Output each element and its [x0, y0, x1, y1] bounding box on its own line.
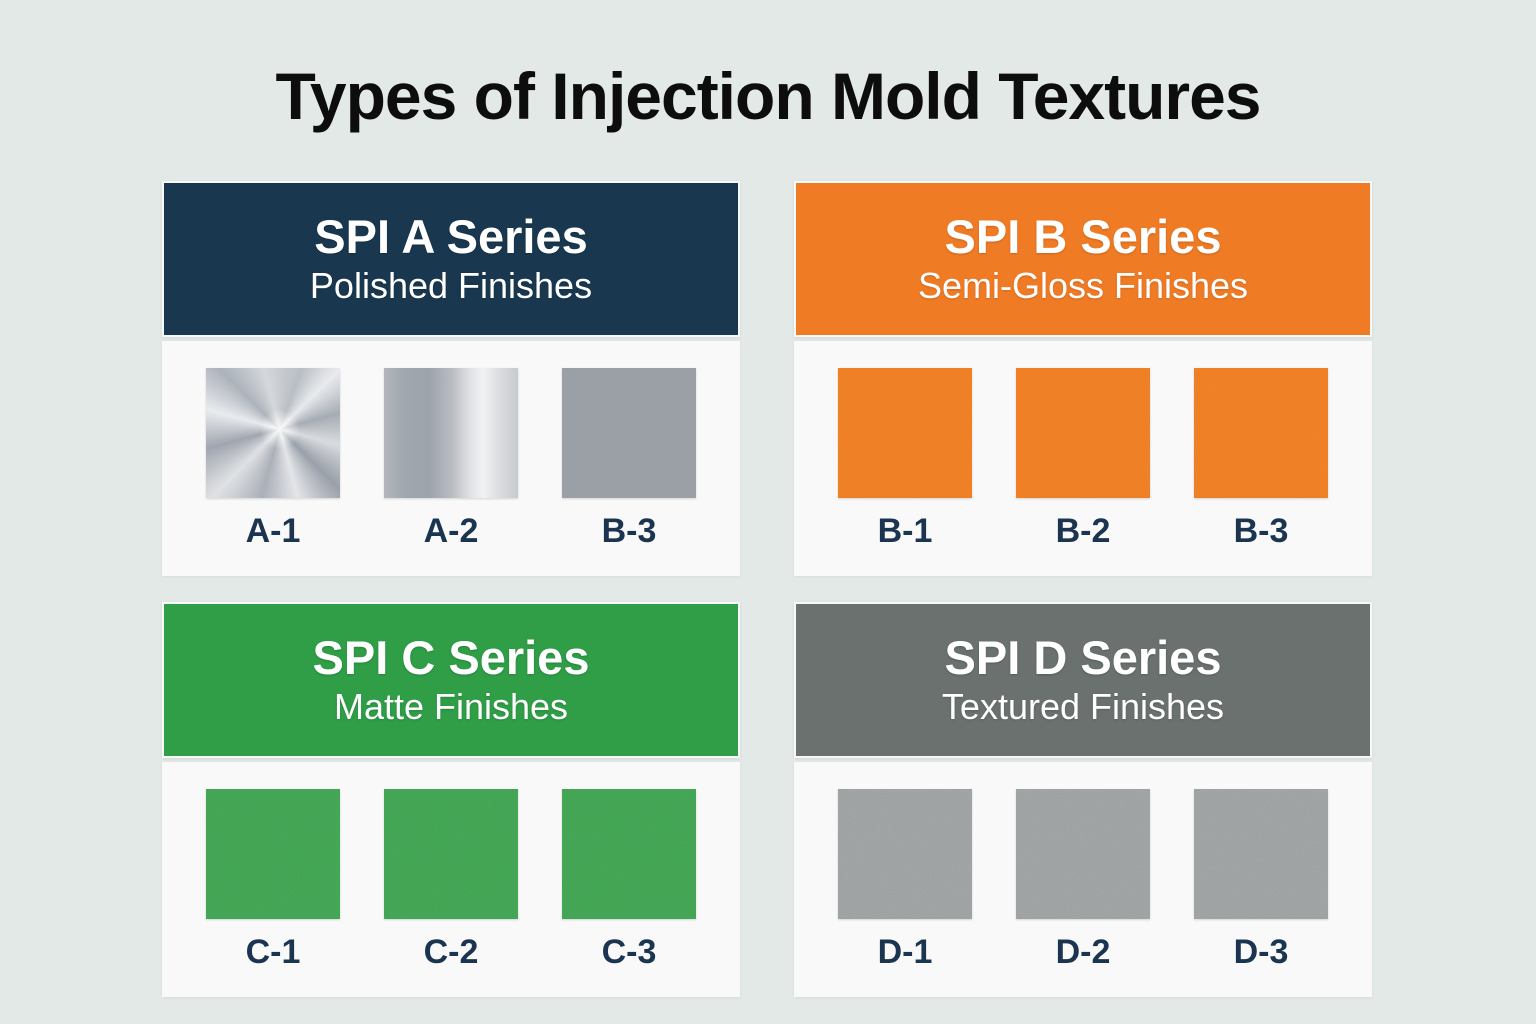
swatch-cell: C-2 [384, 789, 518, 997]
panel-grid: SPI A Series Polished Finishes A-1 A-2 B… [162, 181, 1372, 997]
panel-spi-d-series: SPI D Series Textured Finishes D-1 D-2 [794, 602, 1372, 997]
grain-texture-overlay [1194, 368, 1328, 498]
grain-texture-overlay [562, 789, 696, 919]
swatch-label: B-3 [1233, 512, 1289, 550]
texture-swatch-b2 [1016, 368, 1150, 498]
swatch-label: A-2 [423, 512, 479, 550]
texture-swatch-b1 [838, 368, 972, 498]
panel-title: SPI C Series [312, 631, 590, 685]
panel-body: C-1 C-2 C-3 [162, 762, 740, 997]
swatch-cell: B-3 [562, 368, 696, 576]
panel-spi-c-series: SPI C Series Matte Finishes C-1 C-2 [162, 602, 740, 997]
texture-swatch-d3 [1194, 789, 1328, 919]
panel-title: SPI A Series [314, 210, 588, 264]
panel-subtitle: Semi-Gloss Finishes [917, 265, 1249, 307]
page-title: Types of Injection Mold Textures [275, 59, 1261, 133]
texture-swatch-c2 [384, 789, 518, 919]
swatch-label: B-1 [877, 512, 933, 550]
grain-texture-overlay [1194, 789, 1328, 919]
panel-body: A-1 A-2 B-3 [162, 341, 740, 576]
panel-header: SPI A Series Polished Finishes [162, 181, 740, 337]
swatch-cell: C-3 [562, 789, 696, 997]
swatch-label: D-1 [877, 933, 933, 971]
swatch-label: D-2 [1055, 933, 1111, 971]
swatch-cell: A-1 [206, 368, 340, 576]
swatch-cell: D-1 [838, 789, 972, 997]
swatch-cell: B-1 [838, 368, 972, 576]
texture-swatch-a2 [384, 368, 518, 498]
swatch-cell: C-1 [206, 789, 340, 997]
swatch-label: B-3 [601, 512, 657, 550]
grain-texture-overlay [1016, 789, 1150, 919]
grain-texture-overlay [838, 789, 972, 919]
swatch-cell: B-2 [1016, 368, 1150, 576]
panel-subtitle: Polished Finishes [309, 265, 593, 307]
swatch-cell: B-3 [1194, 368, 1328, 576]
swatch-label: A-1 [245, 512, 301, 550]
panel-title: SPI B Series [944, 210, 1222, 264]
texture-swatch-b3-silver [562, 368, 696, 498]
panel-title: SPI D Series [944, 631, 1222, 685]
texture-swatch-c3 [562, 789, 696, 919]
panel-header: SPI C Series Matte Finishes [162, 602, 740, 758]
panel-header: SPI B Series Semi-Gloss Finishes [794, 181, 1372, 337]
texture-swatch-d1 [838, 789, 972, 919]
swatch-cell: D-2 [1016, 789, 1150, 997]
texture-swatch-b3 [1194, 368, 1328, 498]
swatch-label: C-1 [245, 933, 301, 971]
panel-spi-b-series: SPI B Series Semi-Gloss Finishes B-1 B-2 [794, 181, 1372, 576]
swatch-label: B-2 [1055, 512, 1111, 550]
grain-texture-overlay [1016, 368, 1150, 498]
swatch-cell: D-3 [1194, 789, 1328, 997]
panel-spi-a-series: SPI A Series Polished Finishes A-1 A-2 B… [162, 181, 740, 576]
panel-subtitle: Matte Finishes [333, 686, 569, 728]
grain-texture-overlay [206, 789, 340, 919]
panel-body: B-1 B-2 B-3 [794, 341, 1372, 576]
swatch-label: C-3 [601, 933, 657, 971]
swatch-label: D-3 [1233, 933, 1289, 971]
swatch-label: C-2 [423, 933, 479, 971]
panel-subtitle: Textured Finishes [941, 686, 1225, 728]
texture-swatch-d2 [1016, 789, 1150, 919]
texture-swatch-c1 [206, 789, 340, 919]
grain-texture-overlay [838, 368, 972, 498]
swatch-cell: A-2 [384, 368, 518, 576]
texture-swatch-a1 [206, 368, 340, 498]
panel-body: D-1 D-2 D-3 [794, 762, 1372, 997]
grain-texture-overlay [384, 789, 518, 919]
panel-header: SPI D Series Textured Finishes [794, 602, 1372, 758]
